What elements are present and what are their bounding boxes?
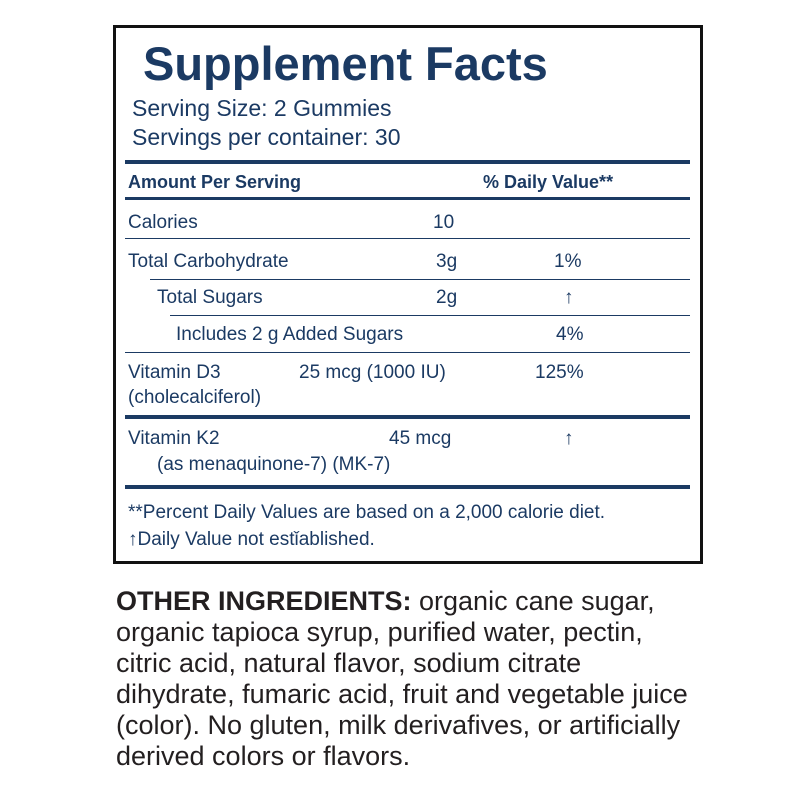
divider-thick [125, 485, 690, 489]
amount-per-serving-header: Amount Per Serving [128, 172, 302, 192]
row-added-sugars-dv: 4% [556, 324, 584, 345]
row-k2-sub: (as menaquinone-7) (MK-7) [157, 454, 391, 475]
row-d3-name: Vitamin D3 [128, 362, 221, 383]
serving-size: Serving Size: 2 Gummies [132, 95, 392, 121]
row-added-sugars-name: Includes 2 g Added Sugars [176, 324, 404, 345]
divider [150, 279, 690, 280]
row-d3-amount: 25 mcg (1000 IU) [299, 362, 446, 383]
row-calories-amount: 10 [433, 212, 455, 233]
row-d3-sub: (cholecalciferol) [128, 387, 262, 408]
row-k2-dv: ↑ [564, 428, 574, 449]
row-d3-dv: 125% [535, 362, 584, 383]
footnote-not-established: ↑Daily Value not estǐablished. [128, 529, 375, 550]
supplement-facts-panel [113, 25, 703, 564]
row-sugars-amount: 2g [436, 287, 458, 308]
divider [125, 197, 690, 200]
other-ingredients-heading: OTHER INGREDIENTS: [116, 586, 412, 616]
divider-thick [125, 415, 690, 419]
divider [170, 315, 690, 316]
divider-thick [125, 160, 690, 164]
daily-value-header: % Daily Value** [483, 172, 614, 192]
row-sugars-dv: ↑ [564, 287, 574, 308]
panel-title: Supplement Facts [143, 37, 548, 90]
row-sugars-name: Total Sugars [157, 287, 263, 308]
servings-per-container: Servings per container: 30 [132, 124, 401, 150]
divider [125, 238, 690, 239]
row-carb-name: Total Carbohydrate [128, 251, 289, 272]
other-ingredients: OTHER INGREDIENTS: organic cane sugar, o… [116, 586, 696, 772]
divider [125, 352, 690, 353]
row-carb-amount: 3g [436, 251, 458, 272]
row-carb-dv: 1% [554, 251, 582, 272]
footnote-daily-values: **Percent Daily Values are based on a 2,… [128, 502, 606, 523]
row-k2-name: Vitamin K2 [128, 428, 220, 449]
other-ingredients-text: organic cane sugar, organic tapioca syru… [116, 586, 688, 771]
row-calories-name: Calories [128, 212, 198, 233]
row-k2-amount: 45 mcg [389, 428, 452, 449]
